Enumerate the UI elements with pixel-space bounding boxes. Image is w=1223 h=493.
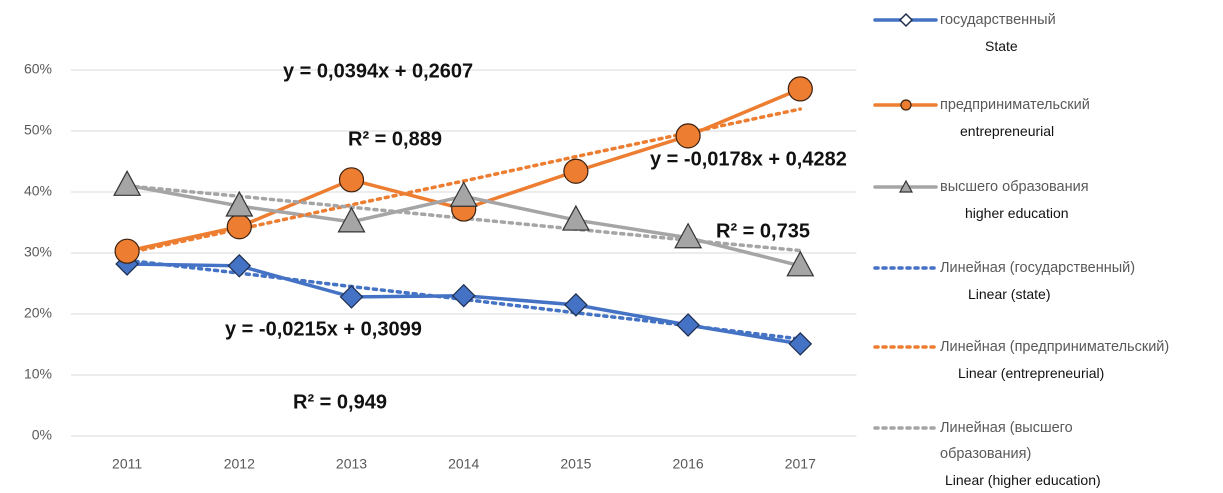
point (114, 238, 140, 264)
legend-symbol (873, 345, 938, 349)
y-tick-label: 40% (24, 183, 52, 199)
legend-marker (900, 99, 912, 111)
annotation: R² = 0,889 (348, 128, 442, 150)
legend-row: Линейная (высшего образования) (872, 415, 1155, 467)
legend-symbol (873, 426, 938, 430)
legend-marker (898, 179, 914, 193)
point (564, 293, 588, 317)
legend-symbol (873, 179, 938, 193)
legend-label-en: Linear (higher education) (945, 472, 1101, 488)
legend-entry: государственный State (872, 7, 1210, 59)
legend-label: высшего образования (940, 179, 1089, 195)
point (113, 170, 142, 196)
legend-label: государственный (940, 12, 1056, 28)
annotation: y = -0,0178x + 0,4282 (650, 148, 847, 170)
legend-entry: Линейная (предпринимательский) Linear (en… (872, 334, 1180, 386)
legend-entry: Линейная (высшего образования) Linear (hi… (872, 415, 1155, 493)
point (227, 253, 252, 278)
point (788, 332, 813, 356)
legend-row: высшего образования (872, 174, 1210, 200)
annotation: y = 0,0394x + 0,2607 (283, 60, 473, 82)
series-points (114, 76, 813, 264)
point (225, 190, 254, 217)
legend-row: Линейная (предпринимательский) (872, 334, 1180, 360)
annotation: R² = 0,735 (716, 220, 810, 242)
legend-row: Линейная (государственный) (872, 255, 1223, 281)
legend-symbol (873, 99, 938, 111)
legend-label-en: higher education (965, 205, 1069, 221)
point (561, 204, 590, 231)
point (449, 181, 478, 207)
legend-label: предпринимательский (940, 97, 1090, 113)
point (676, 313, 700, 337)
legend-symbol (873, 12, 938, 28)
series-points (115, 252, 813, 356)
legend-label-en: Linear (state) (968, 286, 1051, 302)
point (451, 283, 476, 308)
y-tick-label: 50% (24, 122, 52, 138)
legend-label: Линейная (предпринимательский) (940, 339, 1170, 355)
annotation: R² = 0,949 (293, 391, 387, 413)
legend-label-en: Linear (entrepreneurial) (958, 365, 1105, 381)
legend-symbol (873, 266, 938, 270)
point (339, 285, 364, 309)
y-tick-label: 60% (24, 61, 52, 77)
point (674, 222, 703, 249)
point (786, 250, 815, 277)
point (563, 158, 589, 184)
series-points (113, 170, 815, 277)
legend-label: Линейная (государственный) (940, 260, 1136, 276)
y-tick-label: 30% (24, 244, 52, 260)
x-tick-label: 2016 (673, 456, 704, 472)
x-tick-label: 2015 (560, 456, 591, 472)
x-tick-label: 2013 (336, 456, 367, 472)
legend-row: предпринимательский (872, 92, 1210, 118)
point (675, 123, 701, 149)
legend-label: Линейная (высшего образования) (940, 420, 1073, 462)
x-tick-label: 2017 (785, 456, 816, 472)
legend-marker (898, 12, 914, 28)
y-tick-label: 20% (24, 305, 52, 321)
x-tick-label: 2014 (448, 456, 479, 472)
y-tick-label: 0% (32, 427, 52, 443)
x-tick-label: 2011 (112, 456, 142, 472)
legend-label-en: entrepreneurial (960, 123, 1055, 139)
legend-label-en: State (985, 38, 1018, 54)
legend-entry: Линейная (государственный) Linear (state) (872, 255, 1223, 307)
point (338, 167, 365, 193)
x-tick-label: 2012 (224, 456, 255, 472)
point (337, 206, 366, 233)
y-tick-label: 10% (24, 366, 52, 382)
point (226, 214, 252, 240)
legend-entry: предпринимательский entrepreneurial (872, 92, 1210, 144)
legend-row: государственный (872, 7, 1210, 33)
legend-entry: высшего образования higher education (872, 174, 1210, 226)
annotation: y = -0,0215x + 0,3099 (225, 318, 422, 340)
point (787, 76, 813, 102)
